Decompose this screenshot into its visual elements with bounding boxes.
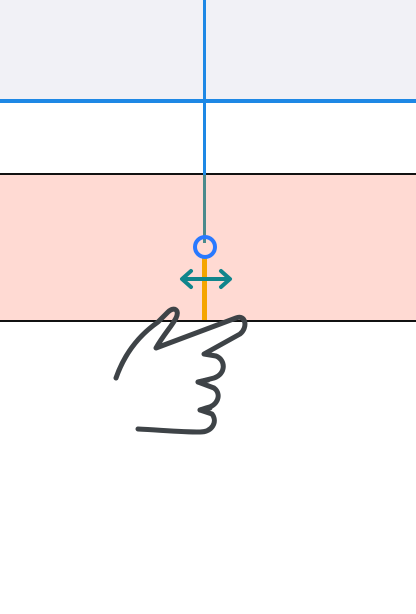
highlight-band [0,174,416,322]
pointing-hand-icon [113,306,248,435]
vertical-guide-line [203,0,206,176]
circle-handle-icon[interactable] [193,235,217,259]
highlight-band-bottom-border [0,320,416,322]
horizontal-resize-arrow-icon [180,269,232,289]
header-bottom-rule [0,99,416,103]
highlight-band-top-border [0,173,416,175]
vertical-guide-line-lower [203,175,206,243]
header-region [0,0,416,101]
drag-segment[interactable] [202,256,207,320]
